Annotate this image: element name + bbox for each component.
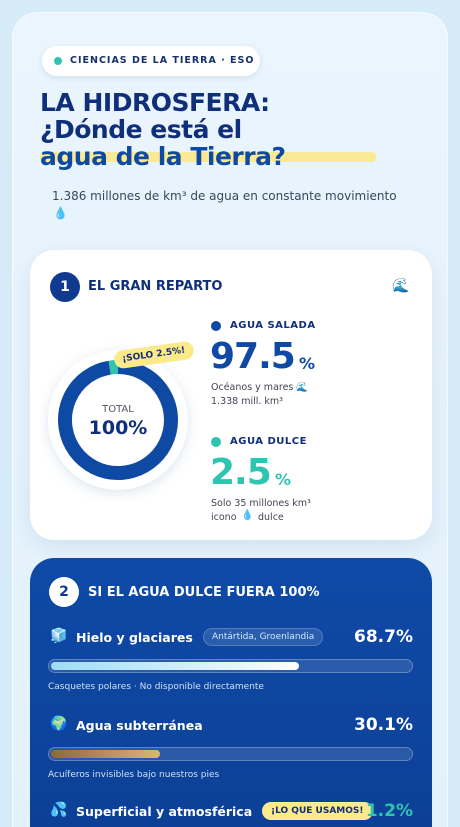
bar-track <box>48 659 413 673</box>
section-title: SI EL AGUA DULCE FUERA 100% <box>88 585 320 600</box>
row-value: 68.7% <box>354 627 413 647</box>
row-note: Acuíferos invisibles bajo nuestros pies <box>48 770 220 780</box>
note: icono <box>211 512 237 523</box>
tag: ¡LO QUE USAMOS! <box>262 802 373 820</box>
section-number: 2 <box>49 577 79 607</box>
donut-segment <box>108 360 119 375</box>
row-name: Hielo y glaciares <box>76 630 193 645</box>
donut-segment <box>58 360 178 480</box>
icon: 🌊 <box>392 278 410 294</box>
row-note: Casquetes polares · No disponible direct… <box>48 682 264 692</box>
legend-label: AGUA SALADA <box>230 320 316 331</box>
icon: 💦 <box>50 802 68 818</box>
icon: 🧊 <box>50 628 68 644</box>
note: 1.338 mill. km³ <box>211 396 283 407</box>
icon: 💧 <box>53 206 68 220</box>
note: Solo 35 millones km³ <box>211 498 311 509</box>
legend-label: AGUA DULCE <box>230 436 307 447</box>
bar-track <box>48 747 413 761</box>
donut-total: 100% <box>89 417 148 439</box>
title: LA HIDROSFERA: <box>40 88 270 117</box>
subtitle: 1.386 millones de km³ de agua en constan… <box>52 189 397 203</box>
value: 2.5 <box>210 452 272 493</box>
icon: 🌊 <box>293 382 309 393</box>
bar <box>51 750 160 758</box>
note: Océanos y mares 🌊 <box>211 382 309 393</box>
row-value: 30.1% <box>354 715 413 735</box>
donut: TOTAL 100% <box>48 350 188 490</box>
value: 97.5 <box>210 336 296 377</box>
icon: 💧 <box>241 510 254 521</box>
unit: % <box>299 354 316 373</box>
section-title: EL GRAN REPARTO <box>88 279 223 294</box>
donut-label: TOTAL <box>101 404 134 415</box>
section-number: 1 <box>50 272 80 302</box>
legend-dot <box>211 437 221 447</box>
row-name: Superficial y atmosférica <box>76 804 253 819</box>
bar <box>51 662 299 670</box>
row-value: 1.2% <box>365 801 413 821</box>
title-highlight <box>40 152 376 162</box>
unit: % <box>275 470 292 489</box>
badge: CIENCIAS DE LA TIERRA · ESO <box>42 46 260 76</box>
note: dulce <box>258 512 284 523</box>
row-name: Agua subterránea <box>76 718 203 733</box>
card <box>30 558 432 827</box>
icon: 🌍 <box>50 716 68 732</box>
title: ¿Dónde está el <box>40 115 242 144</box>
legend-dot <box>211 321 221 331</box>
title: agua de la Tierra? <box>40 142 286 171</box>
tag: Antártida, Groenlandia <box>203 628 324 646</box>
